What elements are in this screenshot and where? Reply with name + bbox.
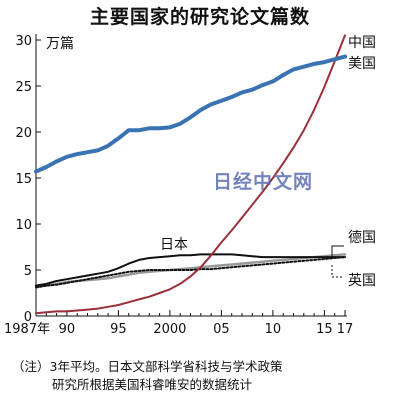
series-label-germany: 德国	[348, 230, 376, 246]
series-label-usa: 美国	[348, 56, 376, 72]
x-axis: 1987年 90 95 2000 05 10 15 17	[4, 310, 353, 337]
x-tick-label: 95	[110, 322, 127, 337]
series-line-china	[35, 34, 346, 315]
y-tick-label: 10	[15, 218, 32, 233]
series-line-japan	[35, 253, 346, 287]
series-label-china: 中国	[348, 35, 376, 51]
unit-label: 万篇	[46, 36, 74, 52]
y-tick-label: 20	[15, 126, 32, 141]
x-tick-label: 05	[213, 322, 230, 337]
series-label-japan: 日本	[160, 237, 188, 253]
series-label-uk: 英国	[348, 272, 376, 289]
footnote-line-1: （注）3年平均。日本文部科学省科技与学术政策	[12, 359, 283, 374]
x-tick-label: 10	[265, 322, 282, 337]
series-lines	[34, 34, 347, 315]
footnote-line-2: 研究所根据美国科睿唯安的数据统计	[52, 377, 253, 392]
y-tick-label: 15	[15, 172, 32, 187]
leader-line-germany	[331, 245, 344, 259]
x-tick-label: 2000	[153, 322, 186, 337]
y-tick-label: 25	[15, 80, 32, 95]
chart-title: 主要国家的研究论文篇数	[89, 6, 310, 28]
x-tick-label: 90	[59, 322, 76, 337]
series-line-uk	[35, 256, 346, 289]
y-tick-label: 30	[15, 34, 32, 49]
y-tick-label: 0	[24, 310, 32, 325]
y-axis: 0 5 10 15 20 25 30	[15, 34, 41, 325]
footnote: （注）3年平均。日本文部科学省科技与学术政策 研究所根据美国科睿唯安的数据统计	[12, 358, 282, 394]
x-tick-label: 15	[316, 322, 333, 337]
x-tick-label: 17	[337, 322, 354, 337]
watermark-text: 日经中文网	[213, 170, 313, 193]
series-line-usa	[34, 54, 347, 174]
x-tick-label: 1987年	[4, 322, 50, 337]
y-tick-label: 5	[24, 264, 32, 279]
series-labels: 中国 美国 德国 日本 英国	[160, 35, 376, 289]
leader-line-uk	[331, 265, 344, 278]
